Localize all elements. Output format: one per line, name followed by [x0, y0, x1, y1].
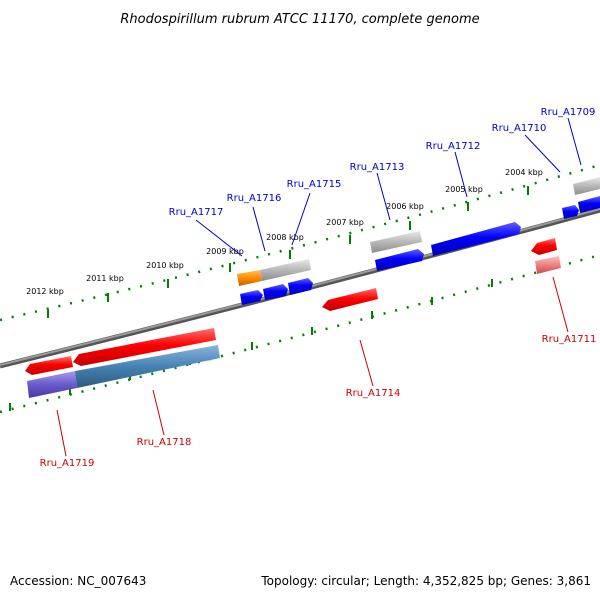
kbp-label-2010: 2010 kbp [146, 261, 184, 270]
feature-pink-1711 [535, 256, 561, 274]
feature-gray-1715 [260, 259, 311, 281]
gene-label-rru-a1714[interactable]: Rru_A1714 [346, 388, 401, 399]
cds-rru-a1716[interactable] [263, 284, 288, 300]
gene-label-rru-a1716[interactable]: Rru_A1716 [227, 193, 282, 204]
gene-label-rru-a1713[interactable]: Rru_A1713 [350, 162, 405, 173]
gene-label-rru-a1719[interactable]: Rru_A1719 [40, 458, 95, 469]
feature-gray-1709 [573, 177, 600, 195]
gene-label-rru-a1711[interactable]: Rru_A1711 [542, 334, 597, 345]
kbp-label-2004: 2004 kbp [505, 168, 543, 177]
kbp-label-2008: 2008 kbp [266, 233, 304, 242]
kbp-label-2007: 2007 kbp [326, 218, 364, 227]
accession-text: Accession: NC_007643 [10, 574, 147, 588]
feature-orange [237, 270, 262, 286]
cds-rru-a1718[interactable] [73, 328, 216, 366]
kbp-label-2006: 2006 kbp [386, 202, 424, 211]
kbp-label-2009: 2009 kbp [206, 247, 244, 256]
cds-rru-a1711[interactable] [531, 238, 557, 255]
gene-label-rru-a1717[interactable]: Rru_A1717 [169, 207, 224, 218]
gene-label-rru-a1710[interactable]: Rru_A1710 [492, 123, 547, 134]
gene-label-rru-a1715[interactable]: Rru_A1715 [287, 179, 342, 190]
cds-rru-a1719[interactable] [25, 356, 73, 375]
feature-gray-1713 [370, 231, 422, 253]
cds-rru-a1714[interactable] [322, 288, 378, 311]
gene-label-rru-a1709[interactable]: Rru_A1709 [541, 107, 596, 118]
cds-rru-a1709[interactable] [578, 196, 600, 213]
map-title: Rhodospirillum rubrum ATCC 11170, comple… [120, 12, 479, 27]
kbp-label-2011: 2011 kbp [86, 274, 124, 283]
feature-steelblue-1718 [75, 345, 220, 388]
cds-rru-a1715[interactable] [288, 278, 313, 295]
cds-rru-a1717[interactable] [240, 290, 263, 305]
topology-text: Topology: circular; Length: 4,352,825 bp… [261, 574, 591, 588]
gene-label-rru-a1712[interactable]: Rru_A1712 [426, 141, 481, 152]
cds-rru-a1712[interactable] [431, 222, 521, 256]
gene-label-rru-a1718[interactable]: Rru_A1718 [137, 437, 192, 448]
cds-rru-a1710[interactable] [562, 205, 579, 219]
kbp-label-2012: 2012 kbp [26, 287, 64, 296]
kbp-label-2005: 2005 kbp [445, 185, 483, 194]
feature-purple-1719 [27, 371, 77, 398]
cds-rru-a1713[interactable] [375, 249, 424, 271]
label-leaders [56, 117, 582, 457]
